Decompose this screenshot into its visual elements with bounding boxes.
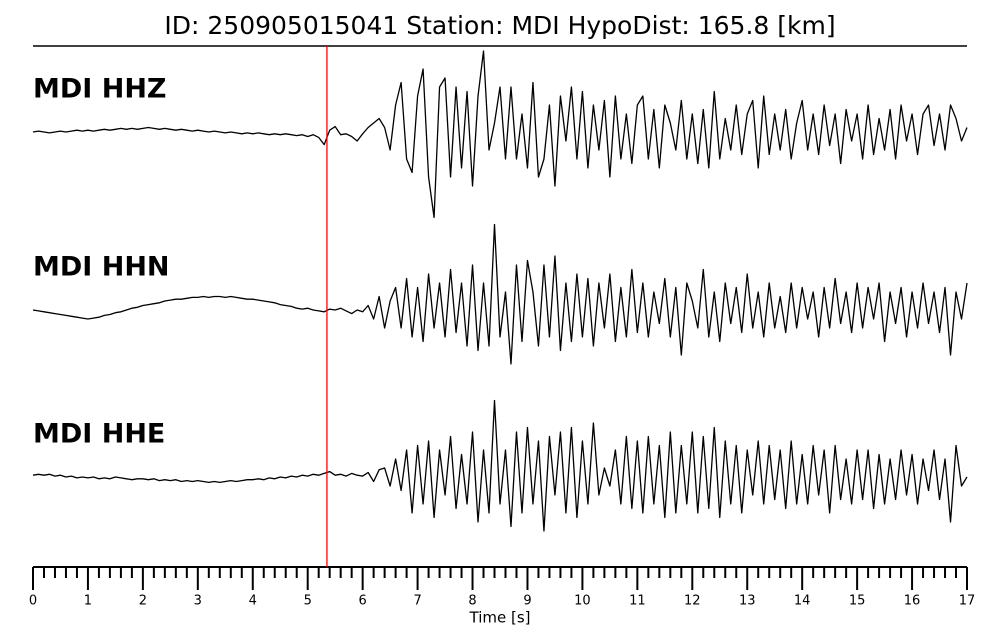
x-tick-label: 5	[304, 594, 312, 609]
waveform	[32, 50, 968, 219]
x-tick-label: 15	[849, 594, 866, 609]
trace-label: MDI HHZ	[33, 74, 167, 105]
chart-title: ID: 250905015041 Station: MDI HypoDist: …	[164, 11, 835, 40]
waveform	[32, 399, 968, 532]
x-tick-label: 1	[84, 594, 92, 609]
trace-label: MDI HHN	[33, 252, 170, 283]
x-tick-label: 12	[684, 594, 701, 609]
x-tick-label: 0	[29, 594, 37, 609]
x-tick-label: 6	[359, 594, 367, 609]
x-tick-label: 9	[523, 594, 531, 609]
x-tick-label: 4	[249, 594, 257, 609]
trace-label: MDI HHE	[33, 419, 165, 450]
x-tick-label: 13	[739, 594, 756, 609]
x-tick-label: 14	[794, 594, 811, 609]
x-tick-label: 8	[468, 594, 476, 609]
x-tick-label: 17	[959, 594, 976, 609]
waveform	[32, 223, 968, 365]
x-tick-label: 2	[139, 594, 147, 609]
x-tick-label: 3	[194, 594, 202, 609]
x-tick-label: 7	[413, 594, 421, 609]
x-tick-label: 16	[904, 594, 921, 609]
x-tick-label: 10	[574, 594, 591, 609]
x-axis-label: Time [s]	[469, 609, 531, 627]
x-tick-label: 11	[629, 594, 646, 609]
